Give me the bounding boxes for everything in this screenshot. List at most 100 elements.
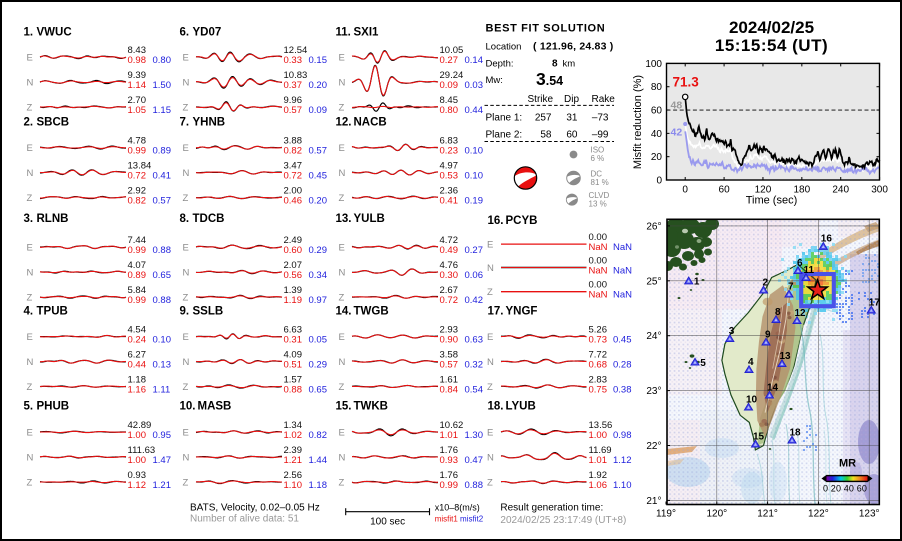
svg-text:0.80: 0.80 [153,55,172,66]
svg-text:17.: 17. [488,306,504,318]
svg-text:3.47: 3.47 [284,160,303,171]
svg-text:1.76: 1.76 [440,470,459,481]
svg-text:0.14: 0.14 [465,55,484,66]
svg-text:E: E [27,143,33,154]
svg-text:0.00: 0.00 [589,280,608,291]
svg-text:81 %: 81 % [591,178,609,187]
svg-text:0.13: 0.13 [153,359,172,370]
svg-text:1.18: 1.18 [309,480,328,491]
svg-text:BATS, Velocity, 0.02–0.05 Hz: BATS, Velocity, 0.02–0.05 Hz [190,502,320,513]
svg-text:1.00: 1.00 [128,455,147,466]
svg-text:x10–8(m/s): x10–8(m/s) [435,503,480,513]
svg-text:Z: Z [183,293,189,304]
svg-text:12: 12 [795,308,807,319]
svg-text:0: 0 [656,176,662,187]
svg-text:0.72: 0.72 [440,295,459,306]
svg-text:4.54: 4.54 [128,324,147,335]
svg-text:0.56: 0.56 [284,270,303,281]
svg-text:N: N [183,453,190,464]
svg-text:15.: 15. [336,401,352,413]
svg-text:31: 31 [566,112,578,123]
svg-text:0.72: 0.72 [128,170,147,181]
svg-text:11.69: 11.69 [589,445,612,456]
svg-text:4.07: 4.07 [128,260,147,271]
svg-text:6.27: 6.27 [128,349,147,360]
svg-text:0.54: 0.54 [465,384,484,395]
svg-text:1.50: 1.50 [153,80,172,91]
svg-text:0.68: 0.68 [589,359,608,370]
svg-text:111.63: 111.63 [128,445,156,456]
svg-text:0.98: 0.98 [128,55,147,66]
svg-text:60: 60 [651,106,663,117]
svg-text:E: E [27,53,33,64]
svg-text:4.72: 4.72 [440,235,459,246]
svg-text:0.38: 0.38 [613,384,632,395]
svg-text:0.27: 0.27 [465,245,484,256]
svg-text:2.49: 2.49 [284,235,303,246]
svg-text:NaN: NaN [589,242,608,253]
svg-text:240: 240 [832,185,849,196]
svg-text:0.88: 0.88 [153,245,172,256]
svg-text:misfit1 misfit2: misfit1 misfit2 [435,515,484,524]
svg-text:Z: Z [27,193,33,204]
svg-text:0.03: 0.03 [465,80,484,91]
svg-text:0.57: 0.57 [153,195,172,206]
svg-text:2.83: 2.83 [589,374,608,385]
svg-text:0.72: 0.72 [284,170,303,181]
svg-text:E: E [27,243,33,254]
svg-text:0.42: 0.42 [465,295,484,306]
svg-text:2.67: 2.67 [440,285,459,296]
svg-text:N: N [27,357,34,368]
svg-text:Z: Z [183,193,189,204]
svg-text:0.82: 0.82 [284,145,303,156]
svg-text:E: E [487,428,493,439]
svg-text:0.41: 0.41 [440,195,459,206]
svg-text:0.28: 0.28 [613,359,632,370]
svg-text:0.34: 0.34 [309,270,328,281]
svg-text:0.51: 0.51 [284,359,303,370]
svg-text:13.: 13. [336,213,352,225]
svg-text:13.56: 13.56 [589,420,613,431]
svg-text:122°: 122° [808,509,829,520]
svg-text:7: 7 [788,281,794,292]
svg-text:E: E [183,428,189,439]
svg-text:N: N [183,268,190,279]
svg-text:N: N [27,78,34,89]
svg-text:Depth:: Depth: [486,58,514,69]
svg-text:8: 8 [775,307,781,318]
svg-text:18.: 18. [488,401,504,413]
svg-text:15: 15 [753,431,765,442]
svg-text:1.05: 1.05 [128,105,147,116]
svg-text:N: N [183,357,190,368]
svg-text:2.00: 2.00 [284,185,303,196]
svg-text:2.: 2. [24,117,34,129]
svg-text:E: E [27,332,33,343]
svg-text:10.83: 10.83 [284,70,308,81]
svg-text:1.21: 1.21 [153,480,172,491]
svg-text:TPUB: TPUB [37,306,68,318]
svg-text:100: 100 [645,59,662,70]
svg-text:60: 60 [566,129,578,140]
svg-text:40: 40 [651,129,663,140]
svg-text:Result generation time:: Result generation time: [500,502,603,513]
svg-text:5.26: 5.26 [589,324,608,335]
svg-text:13 %: 13 % [589,200,607,209]
svg-text:80: 80 [651,82,663,93]
svg-text:0.09: 0.09 [309,105,328,116]
svg-text:10.62: 10.62 [440,420,464,431]
svg-text:0.65: 0.65 [153,270,172,281]
svg-text:1.00: 1.00 [128,430,147,441]
svg-text:Z: Z [27,293,33,304]
svg-text:0.33: 0.33 [284,55,303,66]
svg-text:6: 6 [797,258,803,269]
svg-text:N: N [487,357,494,368]
svg-text:6.63: 6.63 [284,324,303,335]
svg-text:0.88: 0.88 [284,384,303,395]
svg-text:0.45: 0.45 [309,170,328,181]
svg-text:1.92: 1.92 [589,470,608,481]
svg-text:LYUB: LYUB [506,401,536,413]
svg-text:16.: 16. [488,215,504,227]
svg-text:E: E [183,53,189,64]
svg-text:DC: DC [591,170,603,179]
svg-text:0.89: 0.89 [153,145,172,156]
